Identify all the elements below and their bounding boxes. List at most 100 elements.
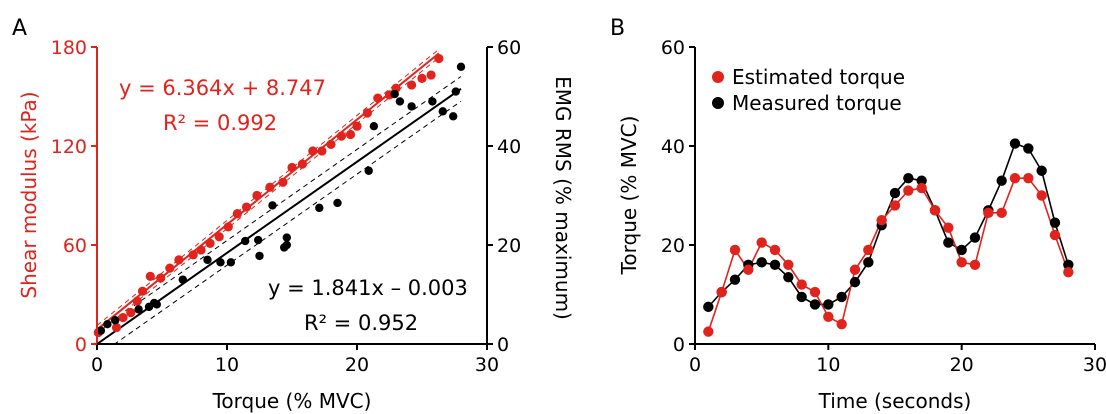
estimated-torque-point — [876, 215, 887, 226]
right-y-tick-label: 60 — [497, 37, 521, 59]
shear-modulus-point — [352, 121, 362, 131]
estimated-torque-point — [996, 207, 1007, 219]
estimated-torque-point — [783, 259, 794, 270]
estimated-torque-point — [903, 185, 914, 196]
emg-fit-band-upper — [96, 76, 462, 333]
shear-modulus-point — [232, 209, 242, 219]
shear-modulus-point — [188, 250, 198, 260]
shear-modulus-point — [252, 190, 262, 201]
emg-point — [282, 240, 291, 250]
left-y-tick-label: 0 — [75, 334, 87, 356]
estimated-torque-point — [1036, 190, 1047, 201]
panel-a-x-axis-label: Torque (% MVC) — [212, 389, 372, 413]
legend-estimated-label: Estimated torque — [732, 65, 905, 89]
emg-point — [103, 320, 112, 329]
left-y-tick-label: 120 — [51, 136, 87, 158]
emg-point — [241, 236, 250, 246]
panel-a-right-y-axis-label: EMG RMS (% maximum) — [551, 76, 575, 320]
estimated-torque-line — [707, 177, 1070, 332]
torque-points — [703, 138, 1074, 337]
estimated-torque-point — [796, 279, 807, 290]
shear-fit-equation: y = 6.364x + 8.747 — [119, 76, 326, 100]
estimated-torque-point — [809, 286, 821, 298]
legend-measured-label: Measured torque — [732, 91, 902, 115]
shear-modulus-point — [336, 131, 346, 141]
b-x-tick-label: 30 — [1083, 354, 1106, 376]
estimated-torque-point — [769, 244, 781, 256]
shear-modulus-point — [137, 286, 148, 296]
emg-point — [178, 275, 187, 284]
measured-torque-point — [769, 259, 781, 270]
emg-point — [456, 62, 466, 71]
shear-modulus-point — [308, 146, 318, 156]
b-y-tick-label: 0 — [673, 334, 685, 356]
shear-fit-r2: R² = 0.992 — [163, 111, 277, 135]
emg-point — [451, 87, 460, 96]
estimated-torque-point — [889, 200, 901, 211]
emg-fit-band-lower — [113, 100, 462, 345]
emg-point — [428, 97, 437, 106]
measured-torque-point — [889, 187, 901, 199]
emg-point — [449, 112, 458, 121]
x-tick-label: 10 — [215, 354, 239, 376]
emg-point — [134, 305, 143, 314]
measured-torque-point — [1049, 217, 1061, 228]
shear-modulus-point — [297, 159, 307, 169]
measured-torque-point — [969, 232, 981, 243]
emg-point — [152, 300, 161, 309]
left-y-tick-label: 60 — [63, 235, 87, 257]
measured-torque-point — [1036, 165, 1047, 176]
b-x-tick-label: 10 — [816, 354, 840, 376]
emg-point — [96, 326, 106, 335]
shear-modulus-point — [118, 313, 128, 323]
measured-torque-point — [956, 244, 967, 256]
emg-point — [438, 107, 447, 116]
estimated-torque-point — [943, 222, 954, 233]
measured-torque-point — [943, 237, 954, 248]
measured-torque-point — [823, 299, 834, 310]
shear-modulus-point — [145, 271, 155, 281]
shear-modulus-point — [434, 53, 444, 64]
emg-point — [111, 316, 120, 325]
emg-point — [315, 203, 324, 213]
measured-torque-point — [756, 257, 767, 268]
panel-b-label: B — [610, 16, 625, 41]
x-tick-label: 0 — [91, 354, 103, 376]
shear-modulus-point — [165, 263, 175, 273]
emg-point — [407, 102, 416, 111]
x-tick-label: 20 — [345, 354, 369, 376]
emg-points — [96, 62, 466, 335]
measured-torque-point — [809, 299, 821, 310]
emg-fit-r2: R² = 0.952 — [304, 311, 418, 335]
estimated-torque-point — [929, 205, 941, 216]
measured-torque-point — [783, 271, 794, 283]
estimated-torque-point — [1009, 172, 1021, 184]
shear-modulus-point — [205, 238, 215, 248]
shear-modulus-point — [317, 146, 327, 156]
panel-b-y-axis-label: Torque (% MVC) — [617, 116, 641, 276]
shear-modulus-point — [111, 322, 122, 333]
shear-modulus-point — [265, 182, 275, 192]
right-y-tick-label: 20 — [497, 235, 521, 257]
right-y-tick-label: 40 — [497, 136, 521, 158]
b-y-tick-label: 40 — [661, 136, 685, 158]
shear-modulus-point — [426, 70, 436, 80]
estimated-torque-point — [1049, 229, 1061, 241]
shear-modulus-point — [174, 255, 184, 265]
emg-point — [203, 255, 212, 265]
estimated-torque-point — [849, 264, 861, 275]
panel-a-label: A — [12, 16, 27, 41]
panel-b: 0 10 20 30 0 20 40 60 Estimated torque Measured… — [617, 37, 1106, 413]
shear-modulus-point — [417, 73, 427, 83]
estimated-torque-point — [983, 207, 994, 219]
measured-torque-line — [707, 142, 1070, 308]
shear-modulus-point — [278, 177, 288, 187]
shear-modulus-point — [196, 245, 206, 255]
shear-modulus-point — [223, 222, 233, 232]
shear-modulus-point — [345, 129, 356, 140]
estimated-torque-point — [956, 257, 967, 268]
emg-point — [268, 201, 277, 210]
emg-point — [254, 235, 263, 245]
